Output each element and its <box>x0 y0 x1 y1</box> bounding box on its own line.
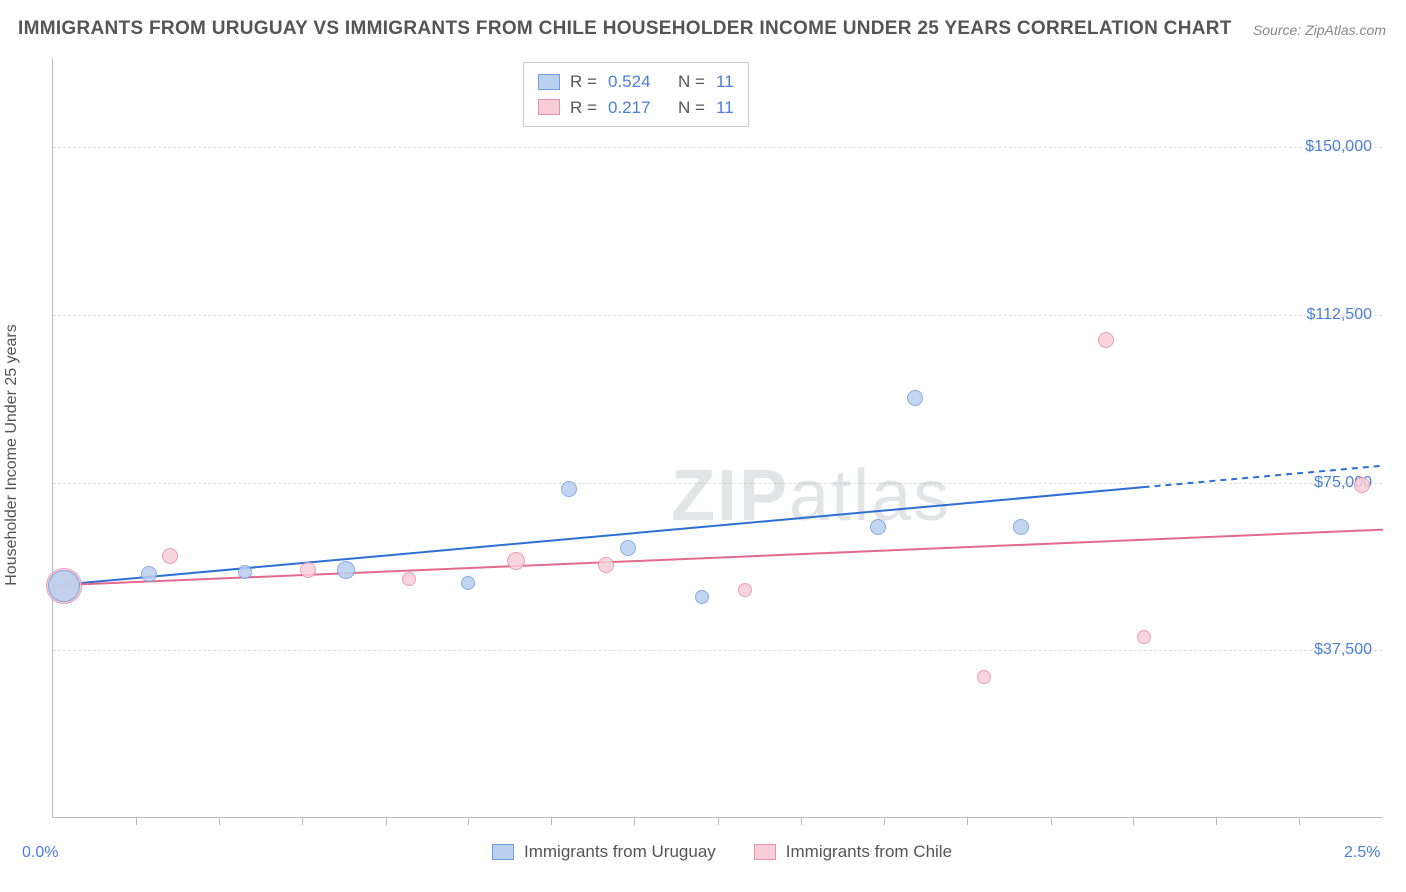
legend-label: Immigrants from Uruguay <box>524 842 716 862</box>
data-point <box>48 570 80 602</box>
data-point <box>1354 477 1370 493</box>
legend-row: R = 0.524 N = 11 <box>538 69 734 95</box>
legend-swatch <box>538 74 560 90</box>
data-point <box>162 548 178 564</box>
r-value: 0.524 <box>608 69 668 95</box>
r-value: 0.217 <box>608 95 668 121</box>
legend-swatch <box>538 99 560 115</box>
data-point <box>507 552 525 570</box>
x-tick <box>1133 817 1134 825</box>
x-tick <box>1216 817 1217 825</box>
r-label: R = <box>570 69 598 95</box>
data-point <box>695 590 709 604</box>
x-tick-label-right: 2.5% <box>1344 844 1380 862</box>
source-attribution: Source: ZipAtlas.com <box>1253 22 1386 38</box>
data-point <box>738 583 752 597</box>
legend-row: R = 0.217 N = 11 <box>538 95 734 121</box>
data-point <box>907 390 923 406</box>
x-tick <box>1299 817 1300 825</box>
trend-line <box>53 530 1383 586</box>
data-point <box>1098 332 1114 348</box>
data-point <box>598 557 614 573</box>
x-tick-label-left: 0.0% <box>22 844 58 862</box>
x-tick <box>884 817 885 825</box>
legend-bottom: Immigrants from Uruguay Immigrants from C… <box>492 842 952 862</box>
legend-swatch <box>492 844 514 860</box>
data-point <box>337 561 355 579</box>
data-point <box>238 565 252 579</box>
trend-layer <box>53 58 1383 818</box>
x-tick <box>634 817 635 825</box>
x-tick <box>718 817 719 825</box>
y-axis-label: Householder Income Under 25 years <box>3 324 21 585</box>
x-tick <box>967 817 968 825</box>
plot-area: $37,500$75,000$112,500$150,000ZIPatlasR … <box>52 58 1382 818</box>
x-tick <box>302 817 303 825</box>
x-tick <box>1051 817 1052 825</box>
data-point <box>141 566 157 582</box>
chart-header: IMMIGRANTS FROM URUGUAY VS IMMIGRANTS FR… <box>18 18 1386 40</box>
n-value: 11 <box>716 69 734 95</box>
data-point <box>561 481 577 497</box>
n-label: N = <box>678 69 706 95</box>
data-point <box>620 540 636 556</box>
legend-item: Immigrants from Uruguay <box>492 842 716 862</box>
chart-title: IMMIGRANTS FROM URUGUAY VS IMMIGRANTS FR… <box>18 18 1232 40</box>
data-point <box>977 670 991 684</box>
x-tick <box>136 817 137 825</box>
data-point <box>461 576 475 590</box>
trend-line-extension <box>1144 466 1383 487</box>
x-tick <box>551 817 552 825</box>
legend-label: Immigrants from Chile <box>786 842 952 862</box>
legend-correlation: R = 0.524 N = 11 R = 0.217 N = 11 <box>523 62 749 127</box>
x-tick <box>386 817 387 825</box>
data-point <box>402 572 416 586</box>
x-tick <box>468 817 469 825</box>
data-point <box>1137 630 1151 644</box>
x-tick <box>801 817 802 825</box>
data-point <box>300 562 316 578</box>
trend-line <box>53 487 1144 585</box>
data-point <box>1013 519 1029 535</box>
r-label: R = <box>570 95 598 121</box>
n-label: N = <box>678 95 706 121</box>
x-tick <box>219 817 220 825</box>
legend-item: Immigrants from Chile <box>754 842 952 862</box>
n-value: 11 <box>716 95 734 121</box>
legend-swatch <box>754 844 776 860</box>
data-point <box>870 519 886 535</box>
